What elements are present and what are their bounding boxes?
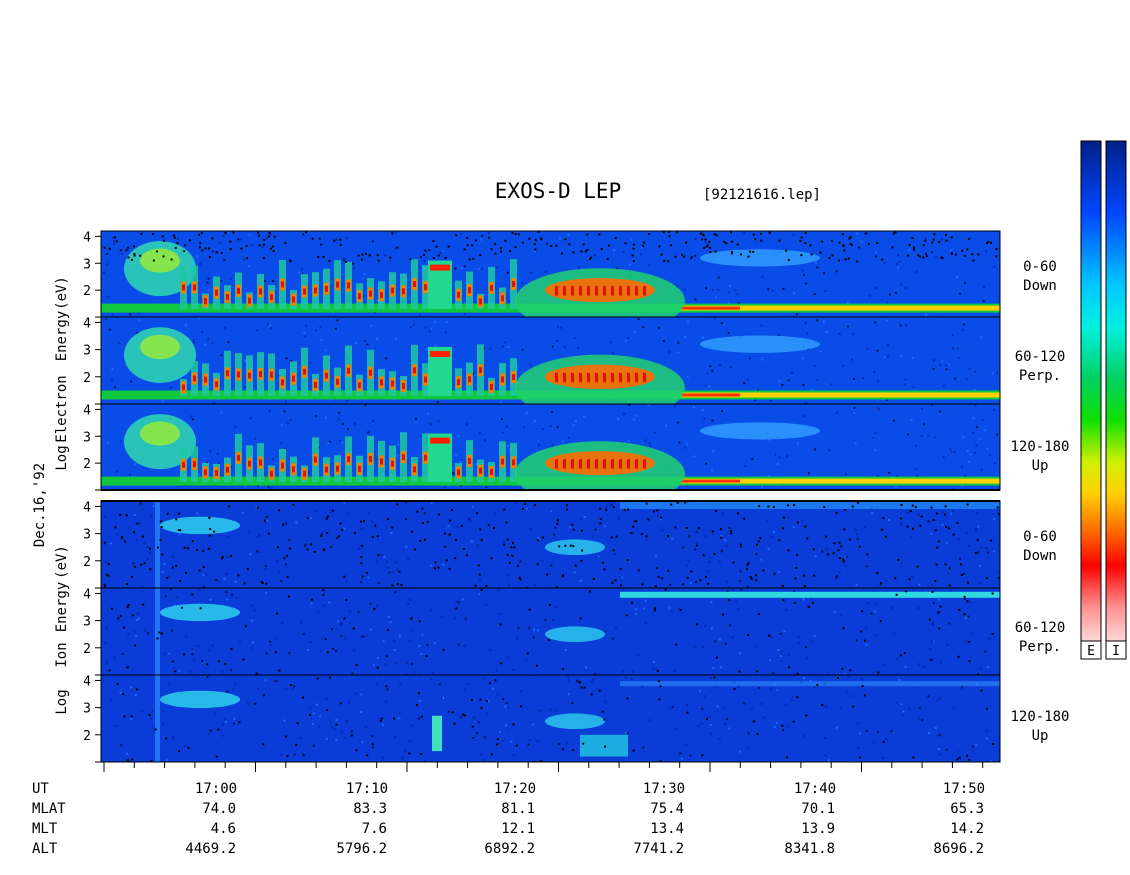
y-tick-label: 3: [83, 702, 91, 717]
y-tick-label: 3: [83, 528, 91, 543]
y-tick-label: 2: [83, 642, 91, 657]
panel-electron-60-120: [100, 316, 1001, 405]
x-tick-label: 17:40: [794, 781, 836, 797]
pitch-direction-label: Up: [1032, 458, 1049, 474]
y-tick-label: 4: [83, 674, 91, 689]
pitch-direction-label: Perp.: [1019, 639, 1061, 655]
axis-labels: LogElectronEnergy(eV)LogIonEnergy(eV)Dec…: [32, 276, 70, 715]
pitch-direction-label: Perp.: [1019, 368, 1061, 384]
y-tick-label: 2: [83, 457, 91, 472]
ion-ylabel-1: Ion: [54, 642, 70, 667]
ephemeris-value: 13.4: [650, 821, 684, 837]
ion-feature: [160, 516, 240, 535]
ion-ylabel-2: Energy: [54, 582, 70, 633]
panel-electron-0-60: [100, 230, 1001, 318]
y-tick-label: 4: [83, 316, 91, 331]
pitch-range-label: 60-120: [1015, 620, 1066, 636]
y-tick-label: 2: [83, 284, 91, 299]
ephemeris-value: 14.2: [950, 821, 984, 837]
y-tick-label: 3: [83, 344, 91, 359]
y-tick-label: 4: [83, 403, 91, 418]
ion-ylabel-0: Log: [54, 689, 70, 714]
ephemeris-label-mlat: MLAT: [32, 801, 66, 817]
time-axis: 17:00 17:10 17:20 17:30 17:40 17:50: [101, 761, 1000, 797]
ephemeris-value: 65.3: [950, 801, 984, 817]
energy-axes: 2 3 4 2 3 4 2 3 4 2 3 4 2 3 4 2 3 4: [83, 230, 102, 763]
colorbar-label-i: I: [1112, 644, 1120, 659]
y-tick-label: 2: [83, 555, 91, 570]
ephemeris-value: 5796.2: [336, 841, 387, 857]
electron-ylabel-1: Electron: [54, 375, 70, 442]
ephemeris-value: 8341.8: [784, 841, 835, 857]
colorbar-ion: [1105, 140, 1127, 660]
pitch-direction-label: Up: [1032, 728, 1049, 744]
y-tick-label: 2: [83, 371, 91, 386]
ephemeris-value: 12.1: [501, 821, 535, 837]
pitch-range-label: 0-60: [1023, 529, 1057, 545]
y-tick-label: 3: [83, 430, 91, 445]
ephemeris-value: 7.6: [362, 821, 387, 837]
ion-feature: [160, 603, 240, 622]
ephemeris-value: 83.3: [353, 801, 387, 817]
date-label: Dec.16,'92: [32, 463, 48, 547]
y-tick-label: 4: [83, 230, 91, 245]
ephemeris-value: 4.6: [211, 821, 236, 837]
pitch-range-label: 0-60: [1023, 259, 1057, 275]
x-tick-label: 17:10: [346, 781, 388, 797]
pitch-range-label: 60-120: [1015, 349, 1066, 365]
ephemeris-value: 13.9: [801, 821, 835, 837]
ephemeris-value: 70.1: [801, 801, 835, 817]
ephemeris-value: 8696.2: [933, 841, 984, 857]
pitch-angle-labels: 0-60 Down 60-120 Perp. 120-180 Up 0-60 Down 60-1…: [1010, 259, 1069, 744]
panel-electron-120-180: [100, 403, 1001, 491]
spectrogram-panels: [100, 230, 1001, 763]
ion-ylabel-3: (eV): [54, 545, 70, 579]
pitch-range-label: 120-180: [1010, 439, 1069, 455]
x-tick-label: 17:00: [195, 781, 237, 797]
ephemeris-label-mlt: MLT: [32, 821, 58, 837]
panel-ion-0-60: [100, 500, 1001, 589]
ephemeris-value: 74.0: [202, 801, 236, 817]
ephemeris-label-ut: UT: [32, 781, 49, 797]
high-energy-band: [620, 591, 1000, 598]
ephemeris-label-alt: ALT: [32, 841, 58, 857]
x-tick-label: 17:50: [943, 781, 985, 797]
x-tick-label: 17:20: [494, 781, 536, 797]
y-tick-label: 4: [83, 587, 91, 602]
electron-ylabel-3: (eV): [54, 276, 70, 310]
electron-ylabel-0: Log: [54, 445, 70, 470]
y-tick-label: 2: [83, 729, 91, 744]
ephemeris-value: 4469.2: [185, 841, 236, 857]
ion-feature: [160, 690, 240, 709]
colorbar-electron: [1080, 140, 1102, 660]
colorbar: E I: [1080, 140, 1127, 660]
ephemeris-table: UT MLAT 74.0 83.3 81.1 75.4 70.1 65.3 MLT 4.6 7.6 1…: [32, 781, 984, 857]
y-tick-label: 3: [83, 257, 91, 272]
pitch-direction-label: Down: [1023, 278, 1057, 294]
colorbar-label-e: E: [1087, 644, 1095, 659]
y-tick-label: 3: [83, 615, 91, 630]
ephemeris-value: 81.1: [501, 801, 535, 817]
file-name: [92121616.lep]: [703, 187, 821, 203]
y-tick-label: 4: [83, 500, 91, 515]
pitch-range-label: 120-180: [1010, 709, 1069, 725]
ephemeris-value: 6892.2: [484, 841, 535, 857]
ephemeris-value: 7741.2: [633, 841, 684, 857]
pitch-direction-label: Down: [1023, 548, 1057, 564]
figure-title: EXOS-D LEP: [495, 179, 621, 203]
x-tick-label: 17:30: [643, 781, 685, 797]
panel-ion-120-180: [100, 674, 1001, 763]
ephemeris-value: 75.4: [650, 801, 684, 817]
electron-ylabel-2: Energy: [54, 311, 70, 362]
panel-ion-60-120: [100, 587, 1001, 676]
